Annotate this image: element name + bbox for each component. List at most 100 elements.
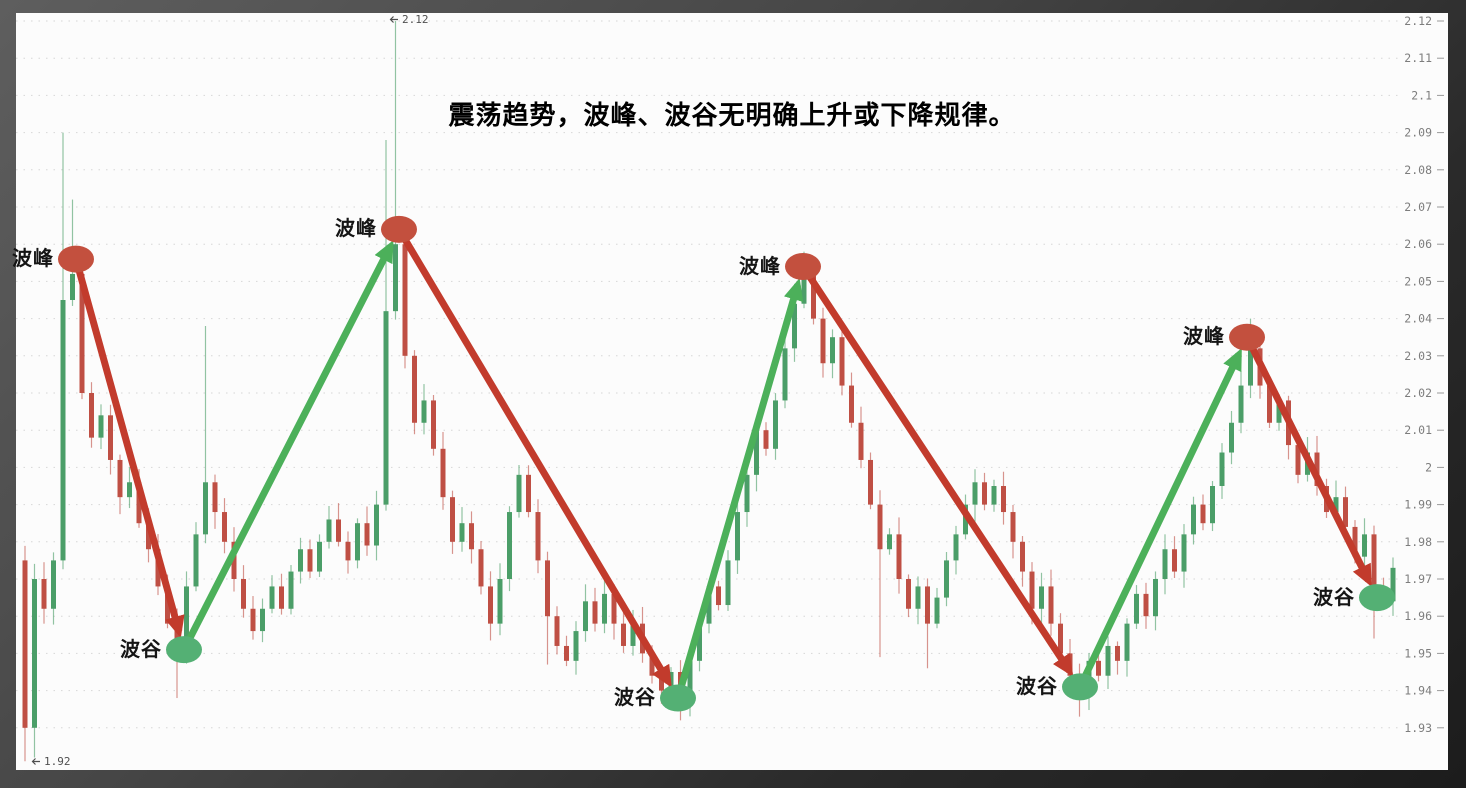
candle-body	[592, 601, 598, 624]
candle-body	[184, 586, 189, 654]
candle-body	[830, 337, 835, 364]
candle-body	[1191, 504, 1196, 535]
y-axis-label: 2.12	[1404, 14, 1432, 28]
candle-body	[1362, 534, 1367, 557]
left-arrow-icon	[31, 758, 40, 765]
candle-body	[1238, 385, 1244, 423]
candle-body	[1352, 526, 1358, 557]
uptrend-arrow	[1077, 348, 1242, 687]
high-price-value: 2.12	[402, 13, 429, 26]
candle-body	[725, 560, 731, 606]
candle-body	[972, 482, 978, 505]
candle-body	[22, 560, 28, 728]
candle-body	[611, 593, 617, 624]
candle-body	[1172, 549, 1177, 572]
candle-body	[440, 448, 446, 498]
peak-label: 波峰	[12, 248, 54, 271]
y-axis-label: 1.96	[1404, 609, 1432, 623]
candle-body	[1048, 586, 1054, 624]
candle-body	[801, 270, 807, 304]
trough-marker	[166, 636, 202, 664]
candle-body	[260, 608, 265, 632]
candle-body	[421, 400, 427, 423]
y-axis-label: 2	[1425, 460, 1432, 474]
candle-body	[317, 541, 322, 572]
candle-body	[79, 273, 85, 393]
candle-body	[41, 579, 47, 609]
candle-body	[811, 270, 816, 319]
candle-body	[744, 474, 750, 513]
y-axis-label: 1.98	[1404, 535, 1432, 549]
candle-body	[687, 660, 693, 702]
candle-body	[374, 504, 379, 546]
candle-body	[991, 486, 997, 505]
candle-body	[117, 459, 123, 498]
candle-body	[1181, 534, 1187, 572]
candle-body	[32, 579, 37, 728]
peak-marker	[58, 245, 94, 273]
candle-body	[241, 579, 246, 609]
candle-body	[820, 318, 826, 364]
trough-label: 波谷	[1016, 675, 1058, 698]
candle-body	[877, 504, 883, 550]
candle-body	[1276, 400, 1282, 423]
candle-body	[839, 337, 845, 386]
candle-body	[1229, 422, 1234, 453]
candle-body	[735, 512, 740, 561]
downtrend-arrow	[1244, 337, 1372, 587]
candle-body	[1267, 385, 1272, 423]
chart-panel: 2.12 2.11 2.1 2.09 2.08 2.07 2.06 2.05 2.04 2.03 2…	[12, 13, 1448, 770]
trough-marker	[1359, 584, 1395, 612]
candle-body	[953, 534, 959, 561]
peak-marker	[1229, 323, 1265, 351]
candle-body	[716, 586, 721, 606]
candle-body	[925, 586, 930, 624]
candle-body	[402, 244, 408, 356]
downtrend-arrow	[801, 266, 1074, 677]
y-axis-label: 1.95	[1404, 646, 1432, 660]
low-price-value: 1.92	[44, 755, 71, 768]
trough-marker	[1062, 673, 1098, 701]
uptrend-arrow	[181, 240, 394, 650]
candle-body	[212, 482, 218, 513]
candle-body	[1153, 579, 1158, 617]
candle-body	[1333, 497, 1339, 513]
peak-label: 波峰	[335, 218, 377, 241]
uptrend-arrow	[675, 278, 804, 698]
candle-body	[763, 430, 769, 449]
candle-body	[507, 512, 512, 579]
candle-body	[307, 549, 313, 572]
y-axis-label: 2.03	[1404, 349, 1432, 363]
candle-body	[754, 430, 759, 475]
y-axis-label: 2.1	[1411, 88, 1432, 102]
candle-body	[70, 273, 75, 300]
left-arrow-icon	[389, 16, 398, 23]
candle-body	[51, 560, 56, 609]
candle-body	[269, 586, 275, 609]
candle-body	[792, 303, 797, 349]
candle-body	[564, 645, 569, 661]
y-axis-label: 1.97	[1404, 572, 1432, 586]
y-axis-label: 1.93	[1404, 721, 1432, 735]
peak-marker	[381, 215, 417, 243]
y-axis-label: 2.06	[1404, 237, 1432, 251]
candle-body	[1115, 645, 1120, 661]
candle-body	[896, 534, 902, 579]
candle-body	[1390, 567, 1396, 602]
candle-body	[326, 519, 332, 542]
candle-body	[431, 400, 436, 449]
candle-body	[146, 523, 151, 550]
candle-body	[526, 474, 531, 513]
y-axis-label: 2.11	[1404, 51, 1432, 65]
candle-body	[60, 300, 66, 561]
candle-body	[1162, 549, 1168, 579]
candle-body	[450, 497, 455, 542]
candle-body	[1219, 452, 1225, 486]
trough-label: 波谷	[614, 687, 656, 710]
candle-body	[336, 519, 341, 542]
candle-body	[98, 415, 104, 438]
candle-body	[89, 393, 94, 438]
candle-body	[545, 560, 550, 617]
candle-body	[488, 586, 493, 624]
candle-body	[934, 597, 940, 624]
